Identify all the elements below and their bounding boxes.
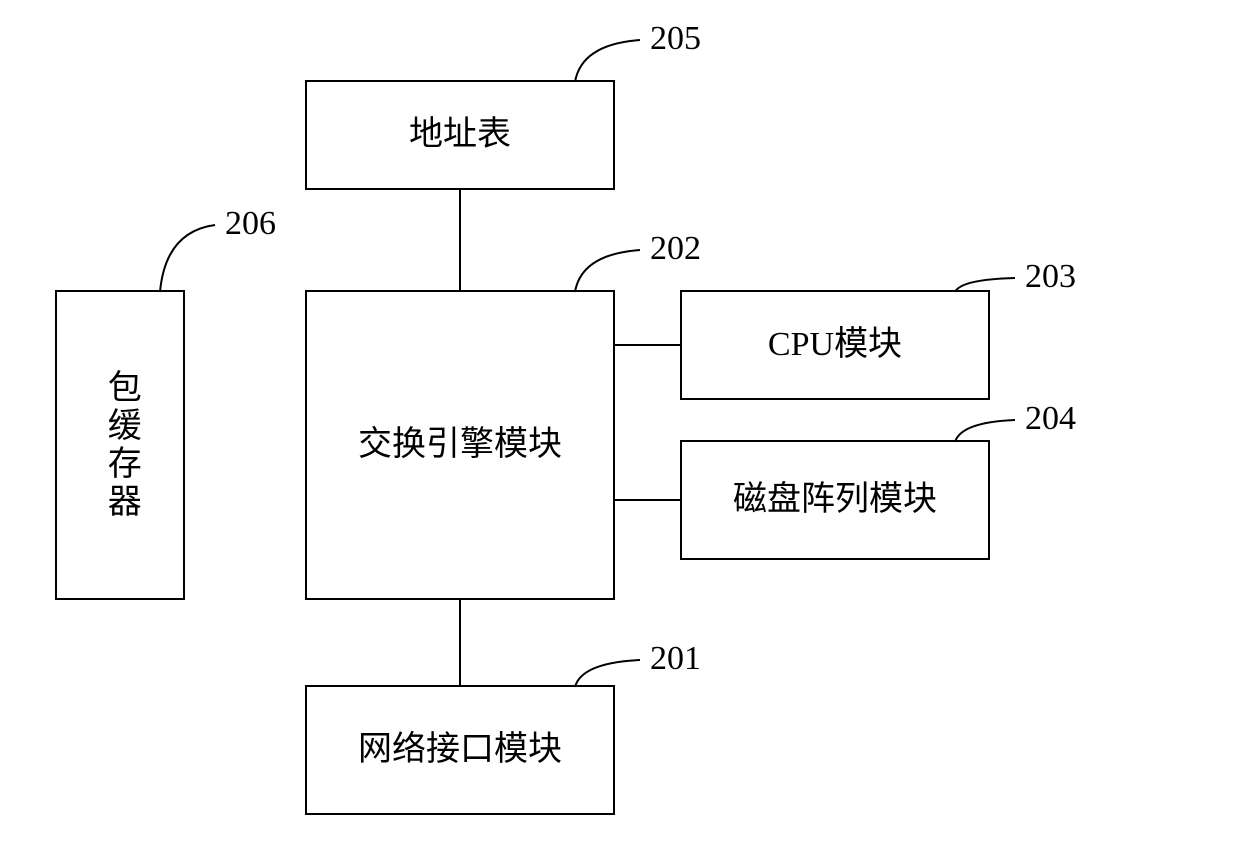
ref-201: 201 [650,640,701,678]
node-disk-array-label: 磁盘阵列模块 [733,479,937,522]
callout-204 [955,420,1015,442]
node-cpu-module-label: CPU模块 [768,324,902,367]
node-switch-engine-label: 交换引擎模块 [358,424,562,467]
node-network-interface-label: 网络接口模块 [358,729,562,772]
ref-206: 206 [225,205,276,243]
ref-205: 205 [650,20,701,58]
node-disk-array: 磁盘阵列模块 [680,440,990,560]
callout-202 [575,250,640,292]
diagram-canvas: 地址表 包缓存器 交换引擎模块 CPU模块 磁盘阵列模块 网络接口模块 205 … [0,0,1240,850]
node-network-interface: 网络接口模块 [305,685,615,815]
ref-202: 202 [650,230,701,268]
node-packet-buffer: 包缓存器 [55,290,185,600]
callout-206 [160,225,215,292]
node-address-table-label: 地址表 [409,114,511,157]
ref-203: 203 [1025,258,1076,296]
callout-205 [575,40,640,82]
node-packet-buffer-label: 包缓存器 [99,369,142,521]
ref-204: 204 [1025,400,1076,438]
node-cpu-module: CPU模块 [680,290,990,400]
node-switch-engine: 交换引擎模块 [305,290,615,600]
callout-201 [575,660,640,687]
node-address-table: 地址表 [305,80,615,190]
